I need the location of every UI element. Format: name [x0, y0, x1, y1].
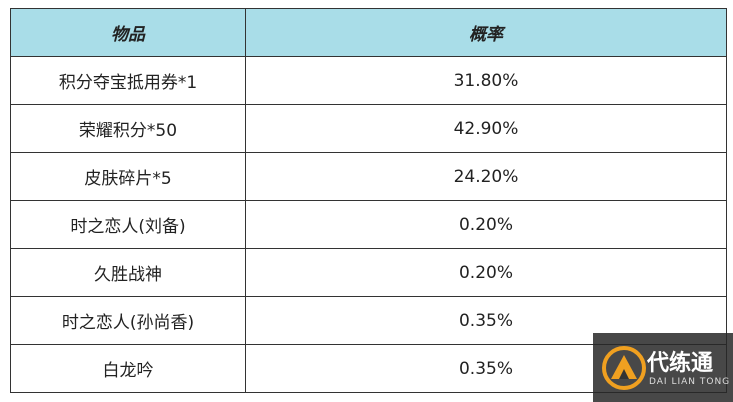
- item-cell: 积分夺宝抵用券*1: [10, 56, 246, 105]
- table-row: 时之恋人(刘备) 0.20%: [10, 200, 727, 249]
- probability-cell: 31.80%: [245, 56, 727, 105]
- item-cell: 时之恋人(刘备): [10, 200, 246, 249]
- watermark-brand: 代练通: [647, 351, 714, 376]
- probability-table: 物品 概率 积分夺宝抵用券*1 31.80% 荣耀积分*50 42.90% 皮肤碎片*5…: [10, 8, 727, 393]
- table-row: 积分夺宝抵用券*1 31.80%: [10, 56, 727, 105]
- watermark: 代练通 DAI LIAN TONG: [593, 333, 733, 402]
- table-body: 积分夺宝抵用券*1 31.80% 荣耀积分*50 42.90% 皮肤碎片*5 24.20%…: [10, 56, 727, 393]
- table-row: 荣耀积分*50 42.90%: [10, 104, 727, 153]
- item-cell: 皮肤碎片*5: [10, 152, 246, 201]
- header-cell: 概率: [245, 8, 727, 57]
- probability-cell: 24.20%: [245, 152, 727, 201]
- item-cell: 荣耀积分*50: [10, 104, 246, 153]
- probability-cell: 0.20%: [245, 200, 727, 249]
- probability-cell: 42.90%: [245, 104, 727, 153]
- watermark-pinyin: DAI LIAN TONG: [649, 377, 731, 387]
- item-cell: 时之恋人(孙尚香): [10, 296, 246, 345]
- probability-cell: 0.20%: [245, 248, 727, 297]
- table-row: 皮肤碎片*5 24.20%: [10, 152, 727, 201]
- item-cell: 久胜战神: [10, 248, 246, 297]
- header-cell: 物品: [10, 8, 246, 57]
- header-row: 物品 概率: [10, 8, 727, 57]
- logo: [602, 346, 646, 390]
- item-cell: 白龙吟: [10, 344, 246, 393]
- table-row: 久胜战神 0.20%: [10, 248, 727, 297]
